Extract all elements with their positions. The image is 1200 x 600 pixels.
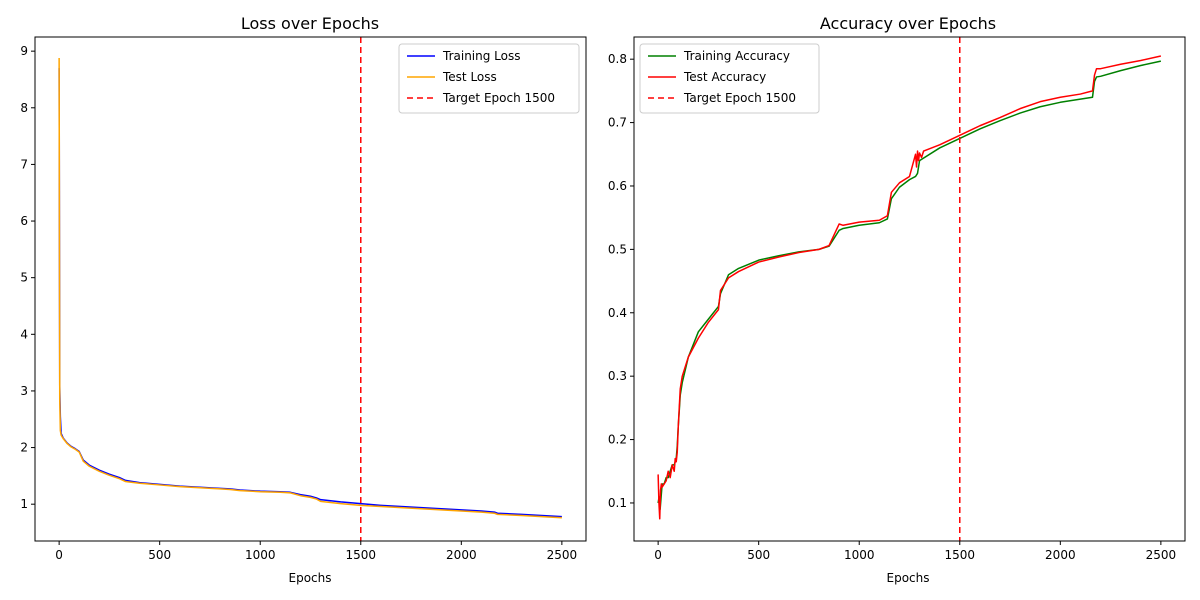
accuracy-series-line-1 [657,60,1162,511]
loss-series-line-2 [58,57,562,519]
accuracy-series-line-2 [657,55,1162,520]
loss-legend-label: Target Epoch 1500 [442,91,555,105]
accuracy-xtick-label: 1000 [844,548,875,562]
loss-ytick-label: 1 [20,497,28,511]
loss-ytick-label: 3 [20,384,28,398]
loss-xtick-label: 2000 [446,548,477,562]
loss-ytick-label: 8 [20,101,28,115]
loss-xtick-label: 1000 [245,548,276,562]
accuracy-ytick-label: 0.6 [608,179,627,193]
loss-chart-ticks: 0 500 1000 1500 2000 2500 1 2 3 4 5 6 7 8 9 [20,44,577,562]
loss-series-line-1 [58,68,562,518]
accuracy-xtick-label: 500 [747,548,770,562]
loss-ytick-label: 4 [20,327,28,341]
accuracy-legend-label: Target Epoch 1500 [683,91,796,105]
accuracy-ytick-label: 0.1 [608,496,627,510]
accuracy-xtick-label: 2000 [1045,548,1076,562]
loss-xtick-label: 1500 [346,548,377,562]
accuracy-chart-ticks: 0 500 1000 1500 2000 2500 0.1 0.2 0.3 0.4 0.5 0.6 0.… [608,52,1176,562]
loss-xtick-label: 2500 [547,548,578,562]
accuracy-chart-plot-area [657,37,1162,541]
loss-ytick-label: 2 [20,441,28,455]
loss-chart-frame [34,36,587,542]
loss-chart-plot-area [58,37,562,541]
loss-xtick-label: 500 [148,548,171,562]
accuracy-xtick-label: 0 [654,548,662,562]
accuracy-ytick-label: 0.7 [608,116,627,130]
loss-chart-title: Loss over Epochs [241,14,379,33]
accuracy-chart: Accuracy over Epochs 0 500 1000 1500 2000 250… [608,14,1186,585]
loss-ytick-label: 9 [20,44,28,58]
loss-ytick-label: 6 [20,214,28,228]
loss-ytick-label: 5 [20,271,28,285]
accuracy-chart-frame [633,36,1186,542]
accuracy-legend-box [639,43,820,114]
accuracy-legend-label: Training Accuracy [683,49,790,63]
accuracy-xtick-label: 2500 [1146,548,1177,562]
accuracy-ytick-label: 0.2 [608,433,627,447]
loss-xtick-label: 0 [55,548,63,562]
accuracy-xtick-label: 1500 [945,548,976,562]
loss-ytick-label: 7 [20,157,28,171]
accuracy-ytick-label: 0.5 [608,242,627,256]
accuracy-ytick-label: 0.8 [608,52,627,66]
loss-legend-box [398,43,580,114]
accuracy-chart-title: Accuracy over Epochs [820,14,996,33]
accuracy-chart-xlabel: Epochs [887,571,930,585]
loss-legend-label: Training Loss [442,49,520,63]
loss-legend-label: Test Loss [442,70,497,84]
loss-chart: Loss over Epochs 0 500 1000 1500 2000 2500 1 2 3… [20,14,587,585]
accuracy-ytick-label: 0.4 [608,306,627,320]
accuracy-legend-label: Test Accuracy [683,70,766,84]
loss-chart-legend: Training Loss Test Loss Target Epoch 1500 [398,43,580,114]
loss-chart-xlabel: Epochs [289,571,332,585]
accuracy-ytick-label: 0.3 [608,369,627,383]
accuracy-chart-legend: Training Accuracy Test Accuracy Target Epo… [639,43,820,114]
